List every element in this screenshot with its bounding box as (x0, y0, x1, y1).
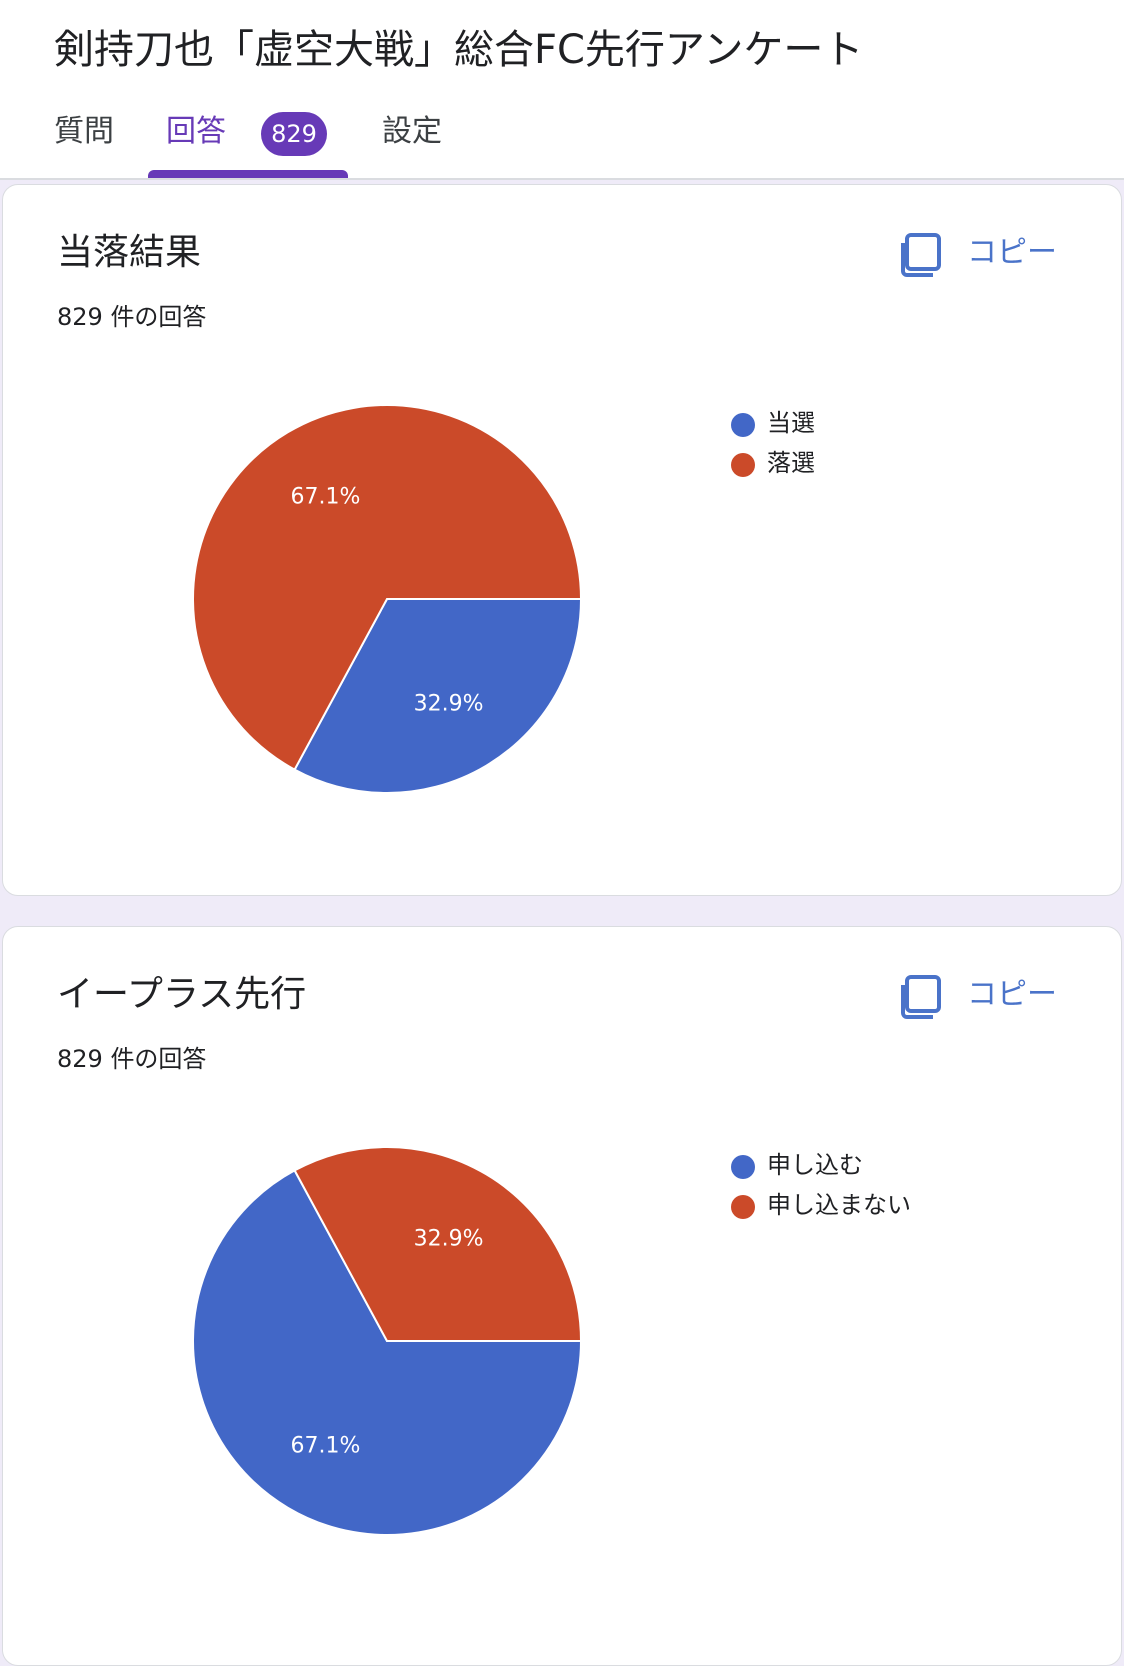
question-title: イープラス先行 (57, 974, 307, 1015)
legend-swatch (731, 1195, 755, 1219)
copy-icon (901, 975, 941, 1019)
form-header: 剣持刀也「虚空大戦」総合FC先行アンケート 質問 回答 829 設定 (0, 0, 1124, 180)
tab-responses[interactable]: 回答 (166, 114, 226, 149)
copy-chart-button[interactable]: コピー (899, 971, 1079, 1021)
legend-item: 申し込まない (727, 1185, 1087, 1225)
response-count: 829 件の回答 (57, 1045, 207, 1073)
legend-label: 申し込む (767, 1151, 863, 1179)
responses-count-badge: 829 (261, 112, 327, 156)
legend-swatch (731, 453, 755, 477)
legend-label: 当選 (767, 409, 815, 437)
legend-swatch (731, 1155, 755, 1179)
pie-slice (192, 1169, 583, 1536)
pie-data-label: 67.1% (291, 485, 361, 510)
pie-data-label: 67.1% (291, 1433, 361, 1458)
copy-label: コピー (967, 235, 1057, 270)
tab-questions[interactable]: 質問 (54, 114, 114, 149)
pie-slice (293, 598, 583, 794)
form-title: 剣持刀也「虚空大戦」総合FC先行アンケート (54, 27, 864, 73)
response-count: 829 件の回答 (57, 303, 207, 331)
tab-bar: 質問 回答 829 設定 (0, 104, 1124, 178)
tab-settings[interactable]: 設定 (382, 114, 442, 149)
legend-label: 申し込まない (767, 1191, 911, 1219)
chart-legend: 申し込む 申し込まない (727, 1145, 1087, 1225)
chart-legend: 当選 落選 (727, 403, 1087, 483)
pie-slice (192, 404, 583, 771)
legend-item: 申し込む (727, 1145, 1087, 1185)
question-title: 当落結果 (57, 232, 202, 273)
copy-chart-button[interactable]: コピー (899, 229, 1079, 279)
pie-chart: 32.9% 67.1% (192, 404, 583, 794)
active-tab-indicator (148, 170, 348, 178)
pie-data-label: 32.9% (414, 1227, 484, 1252)
pie-slice (293, 1146, 583, 1342)
copy-label: コピー (967, 977, 1057, 1012)
copy-icon (901, 233, 941, 277)
legend-swatch (731, 413, 755, 437)
question-summary-card: 当落結果 829 件の回答 コピー 32.9% 67.1% 当選 落選 (2, 184, 1122, 896)
legend-item: 当選 (727, 403, 1087, 443)
legend-item: 落選 (727, 443, 1087, 483)
question-summary-card: イープラス先行 829 件の回答 コピー 67.1% 32.9% 申し込む 申し込… (2, 926, 1122, 1666)
pie-chart: 67.1% 32.9% (192, 1146, 583, 1536)
legend-label: 落選 (767, 449, 815, 477)
pie-data-label: 32.9% (414, 691, 484, 716)
